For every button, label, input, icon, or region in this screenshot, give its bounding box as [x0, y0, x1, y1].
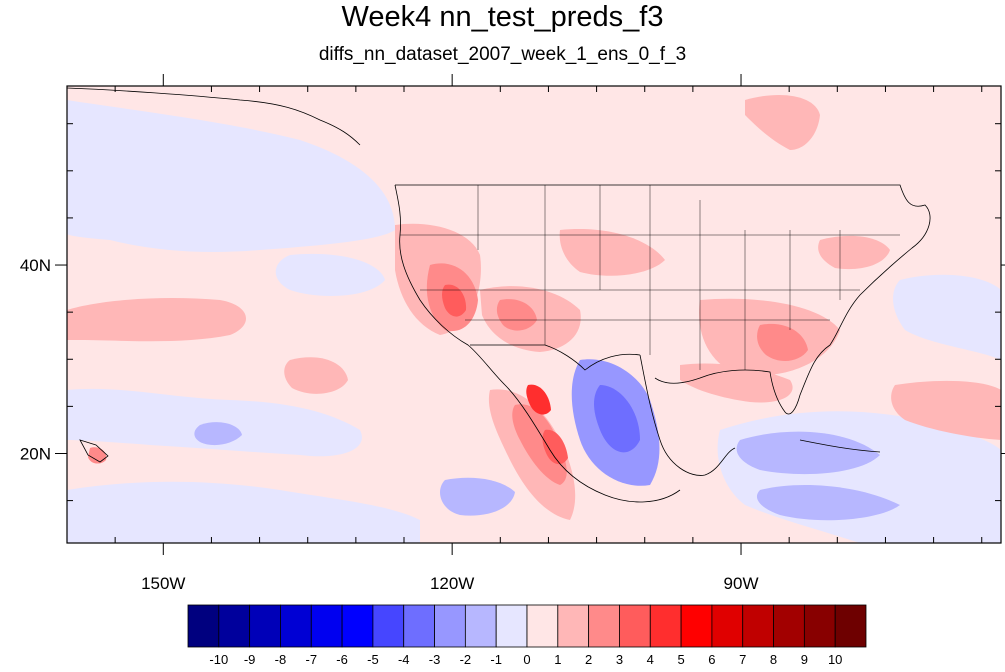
- neg-blob-pacific: [440, 477, 515, 516]
- colorbar-swatch: [773, 604, 805, 648]
- west-coast-line: [394, 184, 681, 503]
- colorbar-label: -6: [336, 652, 348, 667]
- colorbar-swatch: [834, 604, 867, 648]
- x-tick-label: 90W: [724, 574, 759, 593]
- state-lines-vertical: [477, 185, 841, 370]
- colorbar-label: -9: [244, 652, 256, 667]
- colorbar-swatch: [280, 604, 312, 648]
- pos-peak-mexico: [542, 429, 568, 465]
- pos-peak-baja: [526, 384, 551, 415]
- neg-region-pacific-nw: [67, 100, 395, 252]
- colorbar-swatch: [310, 604, 343, 648]
- colorbar-label: -4: [398, 652, 410, 667]
- state-borders: [400, 185, 900, 370]
- colorbar-label: 5: [677, 652, 684, 667]
- us-mexico-border: [470, 344, 641, 371]
- colorbar-label: 1: [554, 652, 561, 667]
- pos-region-gulf-coast: [680, 363, 793, 403]
- colorbar-swatch: [249, 604, 281, 648]
- colorbar-label: -7: [305, 652, 317, 667]
- colorbar-label: -8: [275, 652, 287, 667]
- state-lines-horizontal: [400, 234, 900, 321]
- x-tick-label: 120W: [430, 574, 474, 593]
- pos-blob-canada: [745, 95, 820, 150]
- neg-region-pacific-mid: [275, 253, 385, 296]
- pos-core-arizona: [496, 299, 537, 331]
- colorbar-swatch: [187, 604, 220, 648]
- colorbar-label: -3: [429, 652, 441, 667]
- y-tick-label: 40N: [20, 256, 51, 275]
- anomaly-field: [67, 87, 1001, 543]
- colorbar-swatch: [464, 604, 497, 648]
- pos-peak-california: [442, 284, 467, 317]
- axis-ticks: [55, 74, 1005, 555]
- coastlines: [67, 87, 931, 503]
- pos-core-georgia: [757, 323, 808, 362]
- map-subtitle: diffs_nn_dataset_2007_week_1_ens_0_f_3: [318, 44, 687, 65]
- colorbar-swatch: [495, 604, 528, 648]
- colorbar-label: 9: [801, 652, 808, 667]
- hawaii-islands: [79, 439, 109, 463]
- colorbar-swatch: [526, 604, 559, 648]
- pos-region-pacific: [67, 298, 247, 342]
- colorbar-label: 4: [647, 652, 654, 667]
- colorbar-swatch: [434, 604, 466, 648]
- colorbar-swatch: [372, 604, 405, 648]
- colorbar-label: 6: [708, 652, 715, 667]
- colorbar-swatch: [649, 604, 682, 648]
- us-east-coast-line: [478, 184, 931, 415]
- pos-region-northeast: [818, 235, 890, 270]
- colorbar-label: 7: [739, 652, 746, 667]
- colorbar-swatch: [619, 604, 651, 648]
- colorbar-swatch: [680, 604, 713, 648]
- neg-blob-central-america: [756, 485, 900, 521]
- colorbar-label: -2: [460, 652, 472, 667]
- colorbar-label: -10: [209, 652, 228, 667]
- colorbar-swatch: [341, 604, 374, 648]
- y-tick-label: 20N: [20, 444, 51, 463]
- colorbar-swatch: [218, 604, 251, 648]
- colorbar-labels: -10 -9 -8 -7 -6 -5 -4 -3 -2 -1 0 1 2 3 4 5 6 7 8 9 10: [209, 652, 842, 667]
- neg-blob-west: [194, 422, 242, 446]
- colorbar-label: 0: [523, 652, 530, 667]
- x-tick-label: 150W: [141, 574, 185, 593]
- colorbar-swatch: [403, 604, 435, 648]
- pos-blob-hawaii: [88, 447, 107, 464]
- colorbar-swatch: [557, 604, 590, 648]
- pos-blob-atlantic: [891, 380, 1001, 440]
- plot-frame: [66, 85, 1002, 544]
- colorbar-label: 3: [616, 652, 623, 667]
- colorbar: [187, 604, 867, 648]
- pos-core-mexico: [512, 404, 567, 485]
- colorbar-label: -1: [490, 652, 502, 667]
- colorbar-label: 10: [828, 652, 842, 667]
- neg-region-atlantic: [893, 274, 1001, 360]
- colorbar-label: 2: [585, 652, 592, 667]
- neg-blob-caribbean: [736, 431, 880, 475]
- colorbar-swatch: [742, 604, 774, 648]
- cuba-outline: [799, 439, 881, 453]
- pos-blob-pacific-mid: [284, 357, 348, 394]
- alaska-canada-coast: [67, 87, 361, 146]
- colorbar-label: 8: [770, 652, 777, 667]
- colorbar-swatch: [588, 604, 620, 648]
- colorbar-swatch: [711, 604, 744, 648]
- pos-region-plains: [559, 229, 665, 276]
- axis-tick-labels: 150W 120W 90W 40N 20N: [20, 256, 759, 593]
- neg-core-mexico: [594, 385, 640, 453]
- map-title: Week4 nn_test_preds_f3: [341, 1, 664, 33]
- colorbar-label: -5: [367, 652, 379, 667]
- colorbar-swatch: [803, 604, 836, 648]
- neg-region-pacific-south: [67, 481, 420, 543]
- gulf-of-mexico-west: [639, 354, 736, 476]
